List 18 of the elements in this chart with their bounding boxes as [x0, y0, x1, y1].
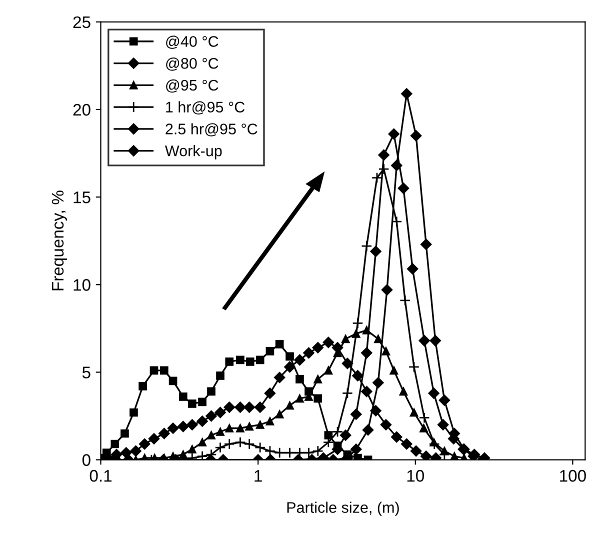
- x-tick-label: 100: [560, 470, 586, 482]
- legend-label: Work-up: [164, 145, 222, 160]
- y-tick-label: 15: [74, 192, 90, 204]
- y-tick-label: 25: [73, 16, 90, 28]
- y-tick-label: 20: [73, 104, 90, 116]
- legend-label: @95 °C: [166, 79, 218, 93]
- x-axis-title: Particle size, (m): [287, 502, 399, 516]
- legend-label: 1 hr@95 °C: [166, 101, 245, 114]
- legend-label: 2.5 hr@95 °C: [166, 123, 258, 136]
- x-tick-label: 10: [407, 470, 424, 482]
- x-tick-label: 1: [254, 470, 262, 482]
- legend-label: @80 °C: [166, 58, 218, 71]
- y-axis-title: Frequency, %: [52, 190, 67, 290]
- y-tick-label: 10: [74, 279, 90, 291]
- legend-label: @40 °C: [166, 36, 218, 49]
- y-tick-label: 5: [82, 366, 90, 378]
- x-tick-label: 0.1: [90, 470, 112, 482]
- y-tick-label: 0: [82, 454, 90, 466]
